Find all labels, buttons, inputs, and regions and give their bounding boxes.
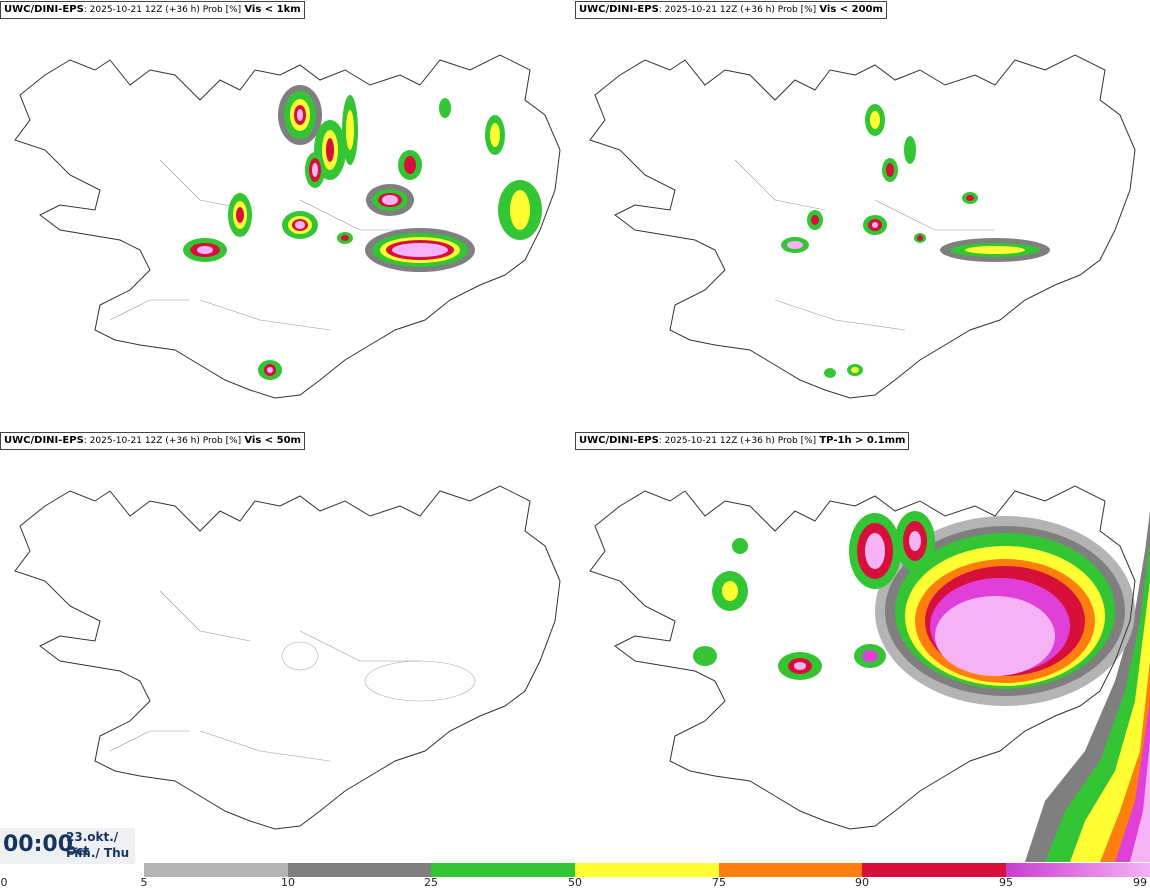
- coastline: [14, 485, 561, 830]
- colorbar-bin: [1006, 863, 1150, 877]
- colorbar-tick: 10: [281, 876, 295, 889]
- colorbar-tick: 99: [1133, 876, 1147, 889]
- map-panel-tp-1h: UWC/DINI-EPS: 2025-10-21 12Z (+36 h) Pro…: [575, 431, 1150, 862]
- colorbar-bin: [719, 863, 862, 877]
- panel-title: UWC/DINI-EPS: 2025-10-21 12Z (+36 h) Pro…: [575, 1, 887, 19]
- map-panel-vis-50m: UWC/DINI-EPS: 2025-10-21 12Z (+36 h) Pro…: [0, 431, 575, 862]
- colorbar-tick: 25: [424, 876, 438, 889]
- colorbar-bin: [862, 863, 1006, 877]
- panel-title: UWC/DINI-EPS: 2025-10-21 12Z (+36 h) Pro…: [0, 1, 305, 19]
- colorbar-tick: 0: [0, 876, 8, 889]
- colorbar-tick: 75: [712, 876, 726, 889]
- prob-blobs: [781, 104, 1050, 378]
- interior-lines: [109, 590, 420, 762]
- valid-day: Fim./ Thu: [66, 846, 130, 860]
- panel-title: UWC/DINI-EPS: 2025-10-21 12Z (+36 h) Pro…: [575, 432, 910, 450]
- glacier-outline: [364, 660, 476, 702]
- colorbar-bin: [288, 863, 431, 877]
- iceland-map: [589, 485, 1150, 862]
- iceland-map: [14, 485, 561, 830]
- interior-lines: [734, 159, 995, 331]
- coastline: [589, 54, 1136, 399]
- colorbar-tick: 5: [140, 876, 148, 889]
- map-panel-vis-200m: UWC/DINI-EPS: 2025-10-21 12Z (+36 h) Pro…: [575, 0, 1150, 431]
- colorbar-bin: [575, 863, 719, 877]
- coastline: [14, 54, 561, 399]
- map-panel-vis-1km: UWC/DINI-EPS: 2025-10-21 12Z (+36 h) Pro…: [0, 0, 575, 431]
- prob-blobs: [693, 511, 1150, 862]
- interior-lines: [109, 159, 420, 331]
- colorbar-bin: [144, 863, 288, 877]
- iceland-map: [589, 54, 1136, 399]
- probability-colorbar: [144, 863, 1150, 877]
- glacier-outline: [281, 641, 319, 671]
- valid-date: 23.okt./ Oct: [66, 830, 119, 858]
- valid-time: 00:00: [3, 832, 74, 857]
- iceland-map: [14, 54, 561, 399]
- panel-title: UWC/DINI-EPS: 2025-10-21 12Z (+36 h) Pro…: [0, 432, 305, 450]
- coastline: [589, 485, 1136, 830]
- prob-blobs: [183, 85, 542, 380]
- colorbar-tick: 95: [999, 876, 1013, 889]
- colorbar-tick: 50: [568, 876, 582, 889]
- colorbar-tick: 90: [855, 876, 869, 889]
- colorbar-bin: [431, 863, 575, 877]
- valid-time-box: 00:00 23.okt./ Oct Fim./ Thu: [0, 828, 135, 864]
